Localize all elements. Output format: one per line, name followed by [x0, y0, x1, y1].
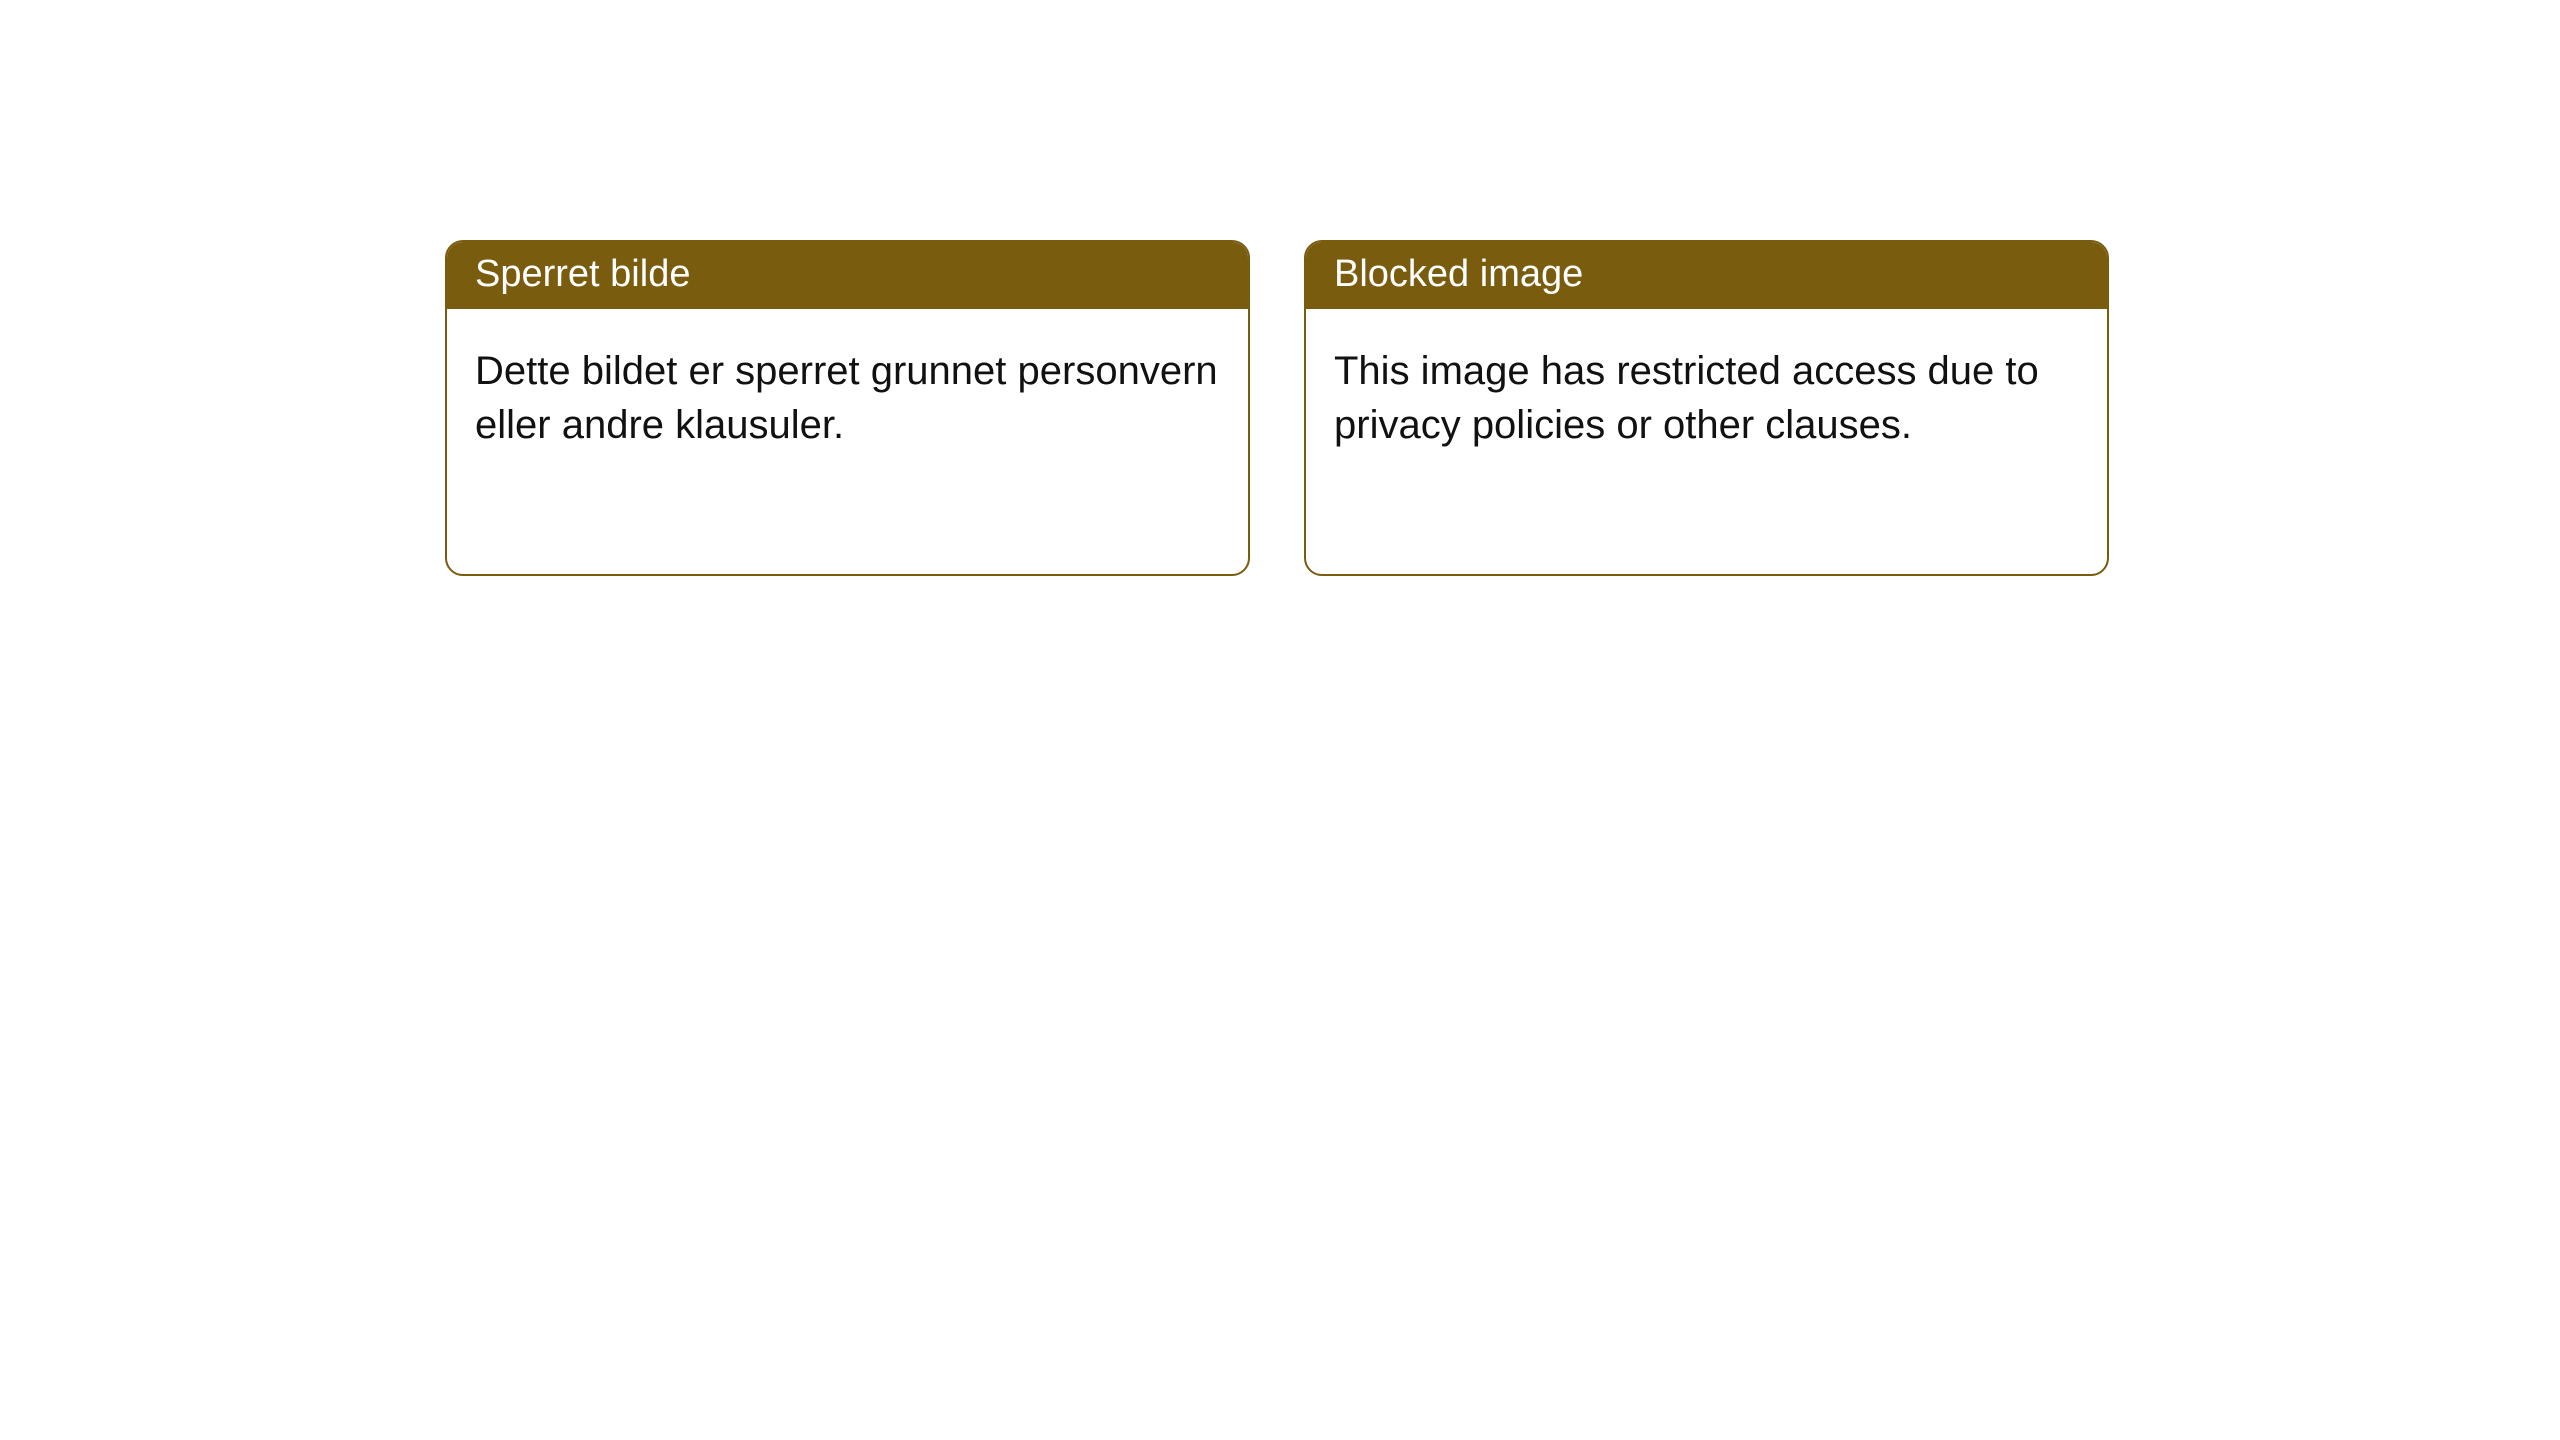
card-title: Blocked image	[1306, 242, 2107, 309]
blocked-image-card-english: Blocked image This image has restricted …	[1304, 240, 2109, 576]
card-body-text: This image has restricted access due to …	[1306, 309, 2107, 480]
notice-container: Sperret bilde Dette bildet er sperret gr…	[0, 0, 2560, 576]
card-body-text: Dette bildet er sperret grunnet personve…	[447, 309, 1248, 480]
blocked-image-card-norwegian: Sperret bilde Dette bildet er sperret gr…	[445, 240, 1250, 576]
card-title: Sperret bilde	[447, 242, 1248, 309]
